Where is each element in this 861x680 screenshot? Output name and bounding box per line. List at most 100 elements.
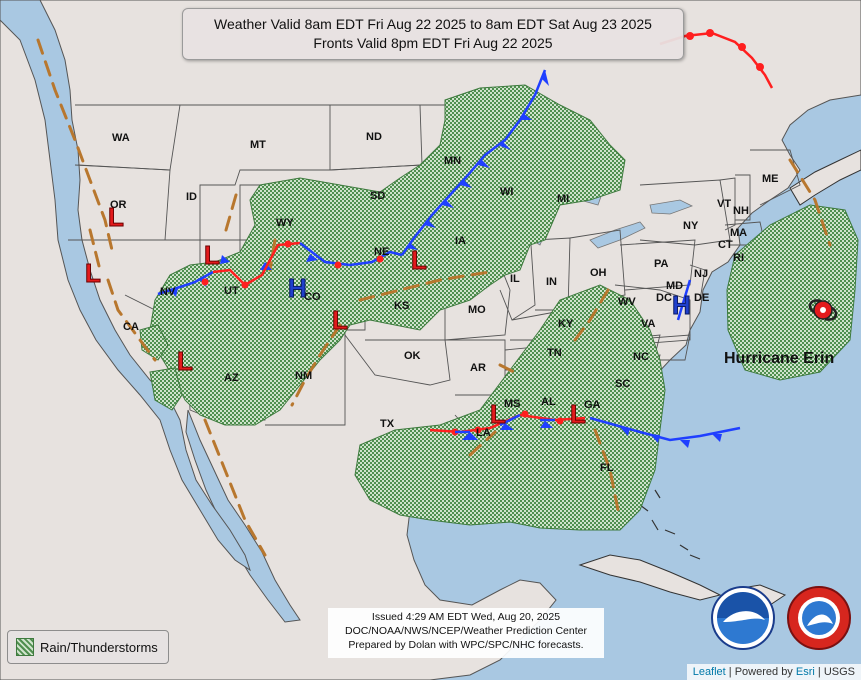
state-label-va: VA xyxy=(641,318,656,330)
low-pressure-symbol: L xyxy=(411,245,427,275)
state-label-ga: GA xyxy=(584,399,601,411)
cold-front-northern-plains xyxy=(400,69,547,256)
issuing-agency: DOC/NOAA/NWS/NCEP/Weather Prediction Cen… xyxy=(345,625,587,637)
state-label-co: CO xyxy=(304,291,321,303)
state-label-ut: UT xyxy=(224,285,239,297)
esri-link[interactable]: Esri xyxy=(795,666,815,678)
warm-front-quebec xyxy=(659,31,774,89)
state-label-ct: CT xyxy=(718,239,733,251)
legend-label: Rain/Thunderstorms xyxy=(40,639,158,655)
state-label-ma: MA xyxy=(730,227,747,239)
state-label-or: OR xyxy=(110,199,127,211)
cold-front-atlantic-coast xyxy=(676,279,692,321)
issued-info: Issued 4:29 AM EDT Wed, Aug 20, 2025 DOC… xyxy=(328,608,604,658)
state-label-ri: RI xyxy=(733,252,744,264)
cold-front-gulf-segment xyxy=(455,413,555,434)
state-label-wa: WA xyxy=(112,132,130,144)
low-pressure-symbol: L xyxy=(570,399,586,429)
state-label-az: AZ xyxy=(224,372,239,384)
cold-front-gulf-barbs xyxy=(462,421,553,440)
state-label-dc: DC xyxy=(656,292,672,304)
state-label-mi: MI xyxy=(557,193,569,205)
state-label-la: LA xyxy=(476,427,491,439)
noaa-logo xyxy=(711,586,775,650)
troughs xyxy=(36,38,832,557)
state-label-nd: ND xyxy=(366,131,382,143)
state-label-md: MD xyxy=(666,280,683,292)
state-label-nj: NJ xyxy=(694,268,708,280)
stationary-front-rockies xyxy=(212,241,403,287)
state-label-mn: MN xyxy=(444,155,461,167)
usgs-text: USGS xyxy=(823,666,855,678)
issued-time: Issued 4:29 AM EDT Wed, Aug 20, 2025 xyxy=(371,611,561,623)
state-label-ky: KY xyxy=(558,318,574,330)
low-pressure-symbol: L xyxy=(85,258,101,288)
state-label-ks: KS xyxy=(394,300,409,312)
pacific-west-coast xyxy=(0,0,251,572)
low-pressure-centers: L L L L L L L L xyxy=(85,202,587,430)
state-label-ca: CA xyxy=(123,321,139,333)
map-title-line1: Weather Valid 8am EDT Fri Aug 22 2025 to… xyxy=(214,16,652,32)
state-label-ms: MS xyxy=(504,398,521,410)
state-label-vt: VT xyxy=(717,198,731,210)
low-pressure-symbol: L xyxy=(177,346,193,376)
low-pressure-symbol: L xyxy=(332,305,348,335)
low-pressure-symbol: L xyxy=(108,202,124,232)
state-label-wy: WY xyxy=(276,217,294,229)
nws-logo xyxy=(787,586,851,650)
state-label-nv: NV xyxy=(160,286,176,298)
state-label-me: ME xyxy=(762,173,779,185)
state-label-nh: NH xyxy=(733,205,749,217)
state-label-nc: NC xyxy=(633,351,649,363)
state-label-tn: TN xyxy=(547,347,562,359)
cuba xyxy=(578,554,722,601)
hurricane-label: Hurricane Erin xyxy=(724,350,834,367)
state-label-ny: NY xyxy=(683,220,699,232)
rain-swatch-icon xyxy=(16,638,34,656)
state-label-ne: NE xyxy=(374,246,389,258)
map-title-line2: Fronts Valid 8pm EDT Fri Aug 22 2025 xyxy=(313,35,553,51)
low-pressure-symbol: L xyxy=(490,399,506,429)
preparer-info: Prepared by Dolan with WPC/SPC/NHC forec… xyxy=(348,639,584,651)
rain-area-plains-midwest xyxy=(149,84,626,426)
state-label-sc: SC xyxy=(615,378,630,390)
state-label-de: DE xyxy=(694,292,709,304)
state-label-tx: TX xyxy=(380,418,395,430)
bahamas xyxy=(639,489,701,560)
state-label-id: ID xyxy=(186,191,197,203)
cold-front-great-basin xyxy=(157,270,214,296)
state-label-al: AL xyxy=(541,396,556,408)
hurricane-icon xyxy=(808,299,838,321)
state-labels: WA OR CA NV ID MT WY UT CO AZ NM ND SD N… xyxy=(110,131,779,474)
high-pressure-centers: H H xyxy=(288,273,692,321)
gulf-of-california xyxy=(185,409,301,623)
leaflet-link[interactable]: Leaflet xyxy=(692,666,726,678)
state-label-wi: WI xyxy=(500,186,513,198)
map-title: Weather Valid 8am EDT Fri Aug 22 2025 to… xyxy=(182,8,684,60)
map-attribution: Leaflet | Powered by Esri | USGS xyxy=(686,664,861,680)
state-label-ar: AR xyxy=(470,362,486,374)
state-label-wv: WV xyxy=(618,296,636,308)
state-label-in: IN xyxy=(546,276,557,288)
state-label-fl: FL xyxy=(600,462,614,474)
state-label-ia: IA xyxy=(455,235,466,247)
rain-area-ca-south xyxy=(149,367,183,411)
high-pressure-symbol: H xyxy=(288,273,307,303)
rain-area-hurricane-erin xyxy=(726,204,859,381)
state-label-il: IL xyxy=(510,273,520,285)
state-label-sd: SD xyxy=(370,190,385,202)
state-label-nm: NM xyxy=(295,370,312,382)
high-pressure-symbol: H xyxy=(672,290,691,320)
state-label-mt: MT xyxy=(250,139,266,151)
nova-scotia xyxy=(789,149,861,206)
lake-erie xyxy=(589,221,646,249)
state-label-pa: PA xyxy=(654,258,669,270)
lake-ontario xyxy=(649,199,694,215)
low-pressure-symbol: L xyxy=(204,240,220,270)
state-label-ok: OK xyxy=(404,350,421,362)
state-label-oh: OH xyxy=(590,267,607,279)
state-label-mo: MO xyxy=(468,304,486,316)
map-legend: Rain/Thunderstorms xyxy=(7,630,169,664)
